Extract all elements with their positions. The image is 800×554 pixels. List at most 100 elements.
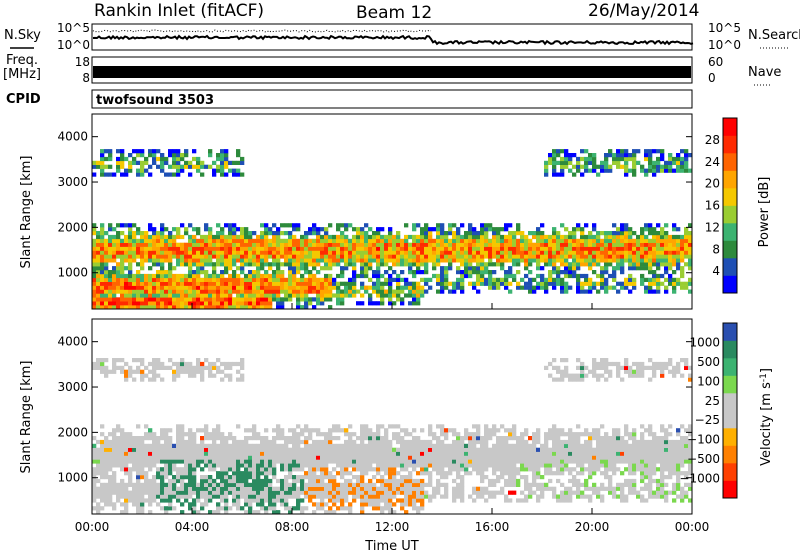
heatmap-cell: [576, 432, 581, 437]
heatmap-cell: [532, 447, 537, 452]
heatmap-cell: [572, 234, 577, 240]
heatmap-cell: [180, 490, 185, 495]
heatmap-cell: [184, 490, 189, 495]
heatmap-cell: [124, 506, 129, 511]
heatmap-cell: [496, 428, 501, 433]
heatmap-cell: [304, 238, 309, 243]
heatmap-cell: [512, 231, 517, 236]
heatmap-cell: [272, 463, 277, 468]
heatmap-cell: [232, 475, 237, 480]
heatmap-cell: [136, 447, 141, 452]
heatmap-cell: [624, 242, 629, 247]
heatmap-cell: [676, 238, 681, 243]
heatmap-cell: [504, 436, 509, 441]
heatmap-cell: [284, 238, 289, 243]
heatmap-cell: [244, 490, 249, 495]
heatmap-cell: [92, 270, 97, 275]
heatmap-cell: [336, 234, 341, 240]
heatmap-cell: [316, 478, 321, 484]
heatmap-cell: [316, 277, 321, 282]
heatmap-cell: [440, 432, 445, 437]
heatmap-cell: [148, 301, 153, 306]
heatmap-cell: [168, 486, 173, 491]
heatmap-cell: [340, 293, 345, 298]
heatmap-cell: [244, 439, 249, 445]
heatmap-cell: [104, 451, 109, 456]
heatmap-cell: [332, 498, 337, 503]
heatmap-cell: [200, 447, 205, 452]
heatmap-cell: [376, 432, 381, 437]
heatmap-cell: [116, 305, 121, 310]
heatmap-cell: [108, 238, 113, 243]
heatmap-cell: [468, 246, 473, 251]
heatmap-cell: [508, 432, 513, 437]
heatmap-cell: [140, 486, 145, 491]
heatmap-cell: [500, 490, 505, 495]
heatmap-cell: [216, 475, 221, 480]
heatmap-cell: [392, 242, 397, 247]
heatmap-cell: [248, 254, 253, 259]
heatmap-cell: [340, 428, 345, 433]
heatmap-cell: [596, 250, 601, 255]
heatmap-cell: [656, 223, 661, 228]
heatmap-cell: [520, 463, 525, 468]
heatmap-cell: [264, 486, 269, 491]
heatmap-cell: [256, 262, 261, 267]
heatmap-cell: [504, 455, 509, 460]
heatmap-cell: [656, 234, 661, 240]
heatmap-cell: [320, 258, 325, 263]
heatmap-cell: [512, 467, 517, 472]
heatmap-cell: [240, 373, 245, 378]
heatmap-cell: [100, 301, 105, 306]
heatmap-cell: [488, 227, 493, 232]
heatmap-cell: [180, 164, 185, 169]
heatmap-cell: [400, 436, 405, 441]
heatmap-cell: [432, 451, 437, 456]
heatmap-cell: [172, 506, 177, 511]
heatmap-cell: [292, 250, 297, 255]
heatmap-cell: [152, 439, 157, 445]
heatmap-cell: [508, 238, 513, 243]
heatmap-cell: [468, 432, 473, 437]
heatmap-cell: [212, 168, 217, 173]
heatmap-cell: [204, 365, 209, 370]
heatmap-cell: [176, 234, 181, 240]
heatmap-cell: [520, 231, 525, 236]
heatmap-cell: [224, 365, 229, 370]
heatmap-cell: [244, 478, 249, 484]
power-colorbar-tick: 20: [705, 177, 720, 191]
heatmap-cell: [456, 467, 461, 472]
heatmap-cell: [620, 250, 625, 255]
heatmap-cell: [496, 238, 501, 243]
heatmap-cell: [176, 281, 181, 286]
heatmap-cell: [192, 373, 197, 378]
heatmap-cell: [104, 490, 109, 495]
heatmap-cell: [584, 273, 589, 279]
heatmap-cell: [552, 227, 557, 232]
heatmap-cell: [376, 451, 381, 456]
heatmap-cell: [260, 463, 265, 468]
heatmap-cell: [144, 486, 149, 491]
heatmap-cell: [616, 254, 621, 259]
heatmap-cell: [528, 250, 533, 255]
heatmap-cell: [256, 305, 261, 310]
heatmap-cell: [256, 459, 261, 464]
heatmap-cell: [116, 439, 121, 445]
heatmap-cell: [360, 486, 365, 491]
heatmap-cell: [580, 156, 585, 162]
heatmap-cell: [188, 486, 193, 491]
heatmap-cell: [204, 281, 209, 286]
heatmap-cell: [256, 242, 261, 247]
heatmap-cell: [148, 377, 153, 382]
heatmap-cell: [308, 281, 313, 286]
heatmap-cell: [384, 478, 389, 484]
heatmap-cell: [180, 153, 185, 158]
heatmap-cell: [524, 266, 529, 271]
heatmap-cell: [360, 246, 365, 251]
heatmap-cell: [320, 463, 325, 468]
heatmap-cell: [160, 281, 165, 286]
heatmap-cell: [436, 478, 441, 484]
heatmap-cell: [264, 494, 269, 499]
heatmap-cell: [656, 231, 661, 236]
heatmap-cell: [284, 254, 289, 259]
